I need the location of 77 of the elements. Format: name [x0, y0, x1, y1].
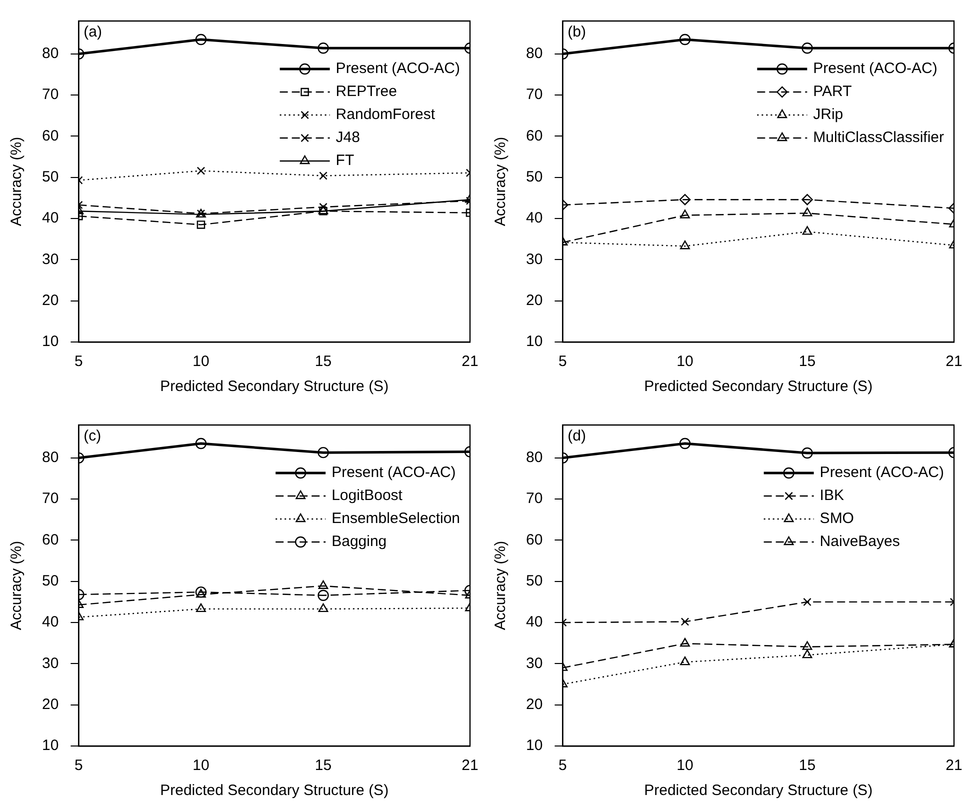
- x-tick-label: 15: [314, 757, 332, 774]
- y-tick-label: 40: [526, 614, 543, 631]
- x-tick-label: 5: [74, 353, 83, 370]
- x-axis-title: Predicted Secondary Structure (S): [160, 782, 389, 800]
- x-tick-label: 21: [462, 757, 478, 774]
- annotation: (c): [84, 428, 102, 445]
- annotation: (a): [84, 24, 102, 41]
- y-tick-label: 10: [42, 737, 59, 754]
- x-tick-label: 15: [314, 353, 332, 370]
- legend-label: EnsembleSelection: [332, 510, 460, 528]
- y-tick-label: 20: [42, 292, 59, 309]
- y-tick-label: 60: [526, 127, 543, 144]
- y-tick-label: 80: [42, 45, 59, 62]
- x-tick-label: 5: [74, 757, 83, 774]
- annotation: (d): [568, 428, 586, 445]
- y-tick-label: 50: [42, 572, 59, 590]
- x-axis-title: Predicted Secondary Structure (S): [160, 378, 389, 396]
- y-tick-label: 30: [42, 654, 59, 672]
- y-tick-label: 10: [526, 333, 543, 350]
- y-tick-label: 10: [42, 333, 59, 350]
- y-tick-label: 30: [526, 654, 543, 672]
- legend-label: PART: [813, 83, 852, 100]
- legend-label: IBK: [820, 487, 844, 504]
- y-tick-label: 30: [42, 250, 59, 268]
- legend-label: J48: [336, 129, 360, 146]
- y-tick-label: 10: [526, 737, 543, 754]
- y-tick-label: 80: [526, 449, 543, 466]
- y-axis-title: Accuracy (%): [492, 540, 510, 630]
- legend-label: Present (ACO-AC): [332, 464, 456, 482]
- x-tick-label: 10: [192, 353, 210, 370]
- y-tick-label: 70: [42, 490, 59, 508]
- legend-label: FT: [336, 152, 354, 170]
- y-tick-label: 20: [526, 696, 543, 713]
- y-axis-title: Accuracy (%): [492, 136, 510, 226]
- x-tick-label: 21: [946, 353, 962, 370]
- y-tick-label: 20: [526, 292, 543, 309]
- legend-label: Present (ACO-AC): [813, 60, 938, 78]
- y-tick-label: 30: [526, 250, 543, 268]
- x-axis-title: Predicted Secondary Structure (S): [644, 782, 873, 800]
- legend-label: RandomForest: [336, 106, 436, 124]
- y-tick-label: 70: [526, 490, 543, 508]
- x-tick-label: 5: [558, 757, 567, 774]
- x-tick-label: 21: [946, 757, 962, 774]
- y-tick-label: 40: [42, 614, 59, 631]
- x-tick-label: 10: [192, 757, 210, 774]
- annotation: (b): [568, 24, 586, 41]
- y-tick-label: 20: [42, 696, 59, 713]
- legend-label: NaiveBayes: [820, 533, 900, 550]
- legend-label: MultiClassClassifier: [813, 129, 944, 146]
- x-tick-label: 10: [676, 353, 694, 370]
- y-tick-label: 80: [42, 449, 59, 466]
- x-tick-label: 15: [798, 353, 816, 370]
- legend-label: LogitBoost: [332, 487, 404, 504]
- legend-label: REPTree: [336, 83, 397, 100]
- y-tick-label: 60: [42, 127, 59, 144]
- y-tick-label: 50: [526, 168, 543, 186]
- y-tick-label: 50: [526, 572, 543, 590]
- y-tick-label: 40: [526, 210, 543, 227]
- y-tick-label: 50: [42, 168, 59, 186]
- legend-label: Present (ACO-AC): [820, 464, 944, 482]
- y-tick-label: 60: [526, 531, 543, 548]
- y-tick-label: 40: [42, 210, 59, 227]
- y-axis-title: Accuracy (%): [8, 540, 26, 630]
- y-tick-label: 70: [526, 86, 543, 104]
- x-tick-label: 10: [676, 757, 694, 774]
- y-axis-title: Accuracy (%): [8, 136, 26, 226]
- legend-label: Present (ACO-AC): [336, 60, 460, 78]
- y-tick-label: 70: [42, 86, 59, 104]
- x-axis-title: Predicted Secondary Structure (S): [644, 378, 873, 396]
- y-tick-label: 80: [526, 45, 543, 62]
- legend-label: SMO: [820, 510, 854, 528]
- legend-label: JRip: [813, 106, 844, 124]
- x-tick-label: 15: [798, 757, 816, 774]
- x-tick-label: 21: [462, 353, 478, 370]
- legend-label: Bagging: [332, 533, 387, 550]
- x-tick-label: 5: [558, 353, 567, 370]
- y-tick-label: 60: [42, 531, 59, 548]
